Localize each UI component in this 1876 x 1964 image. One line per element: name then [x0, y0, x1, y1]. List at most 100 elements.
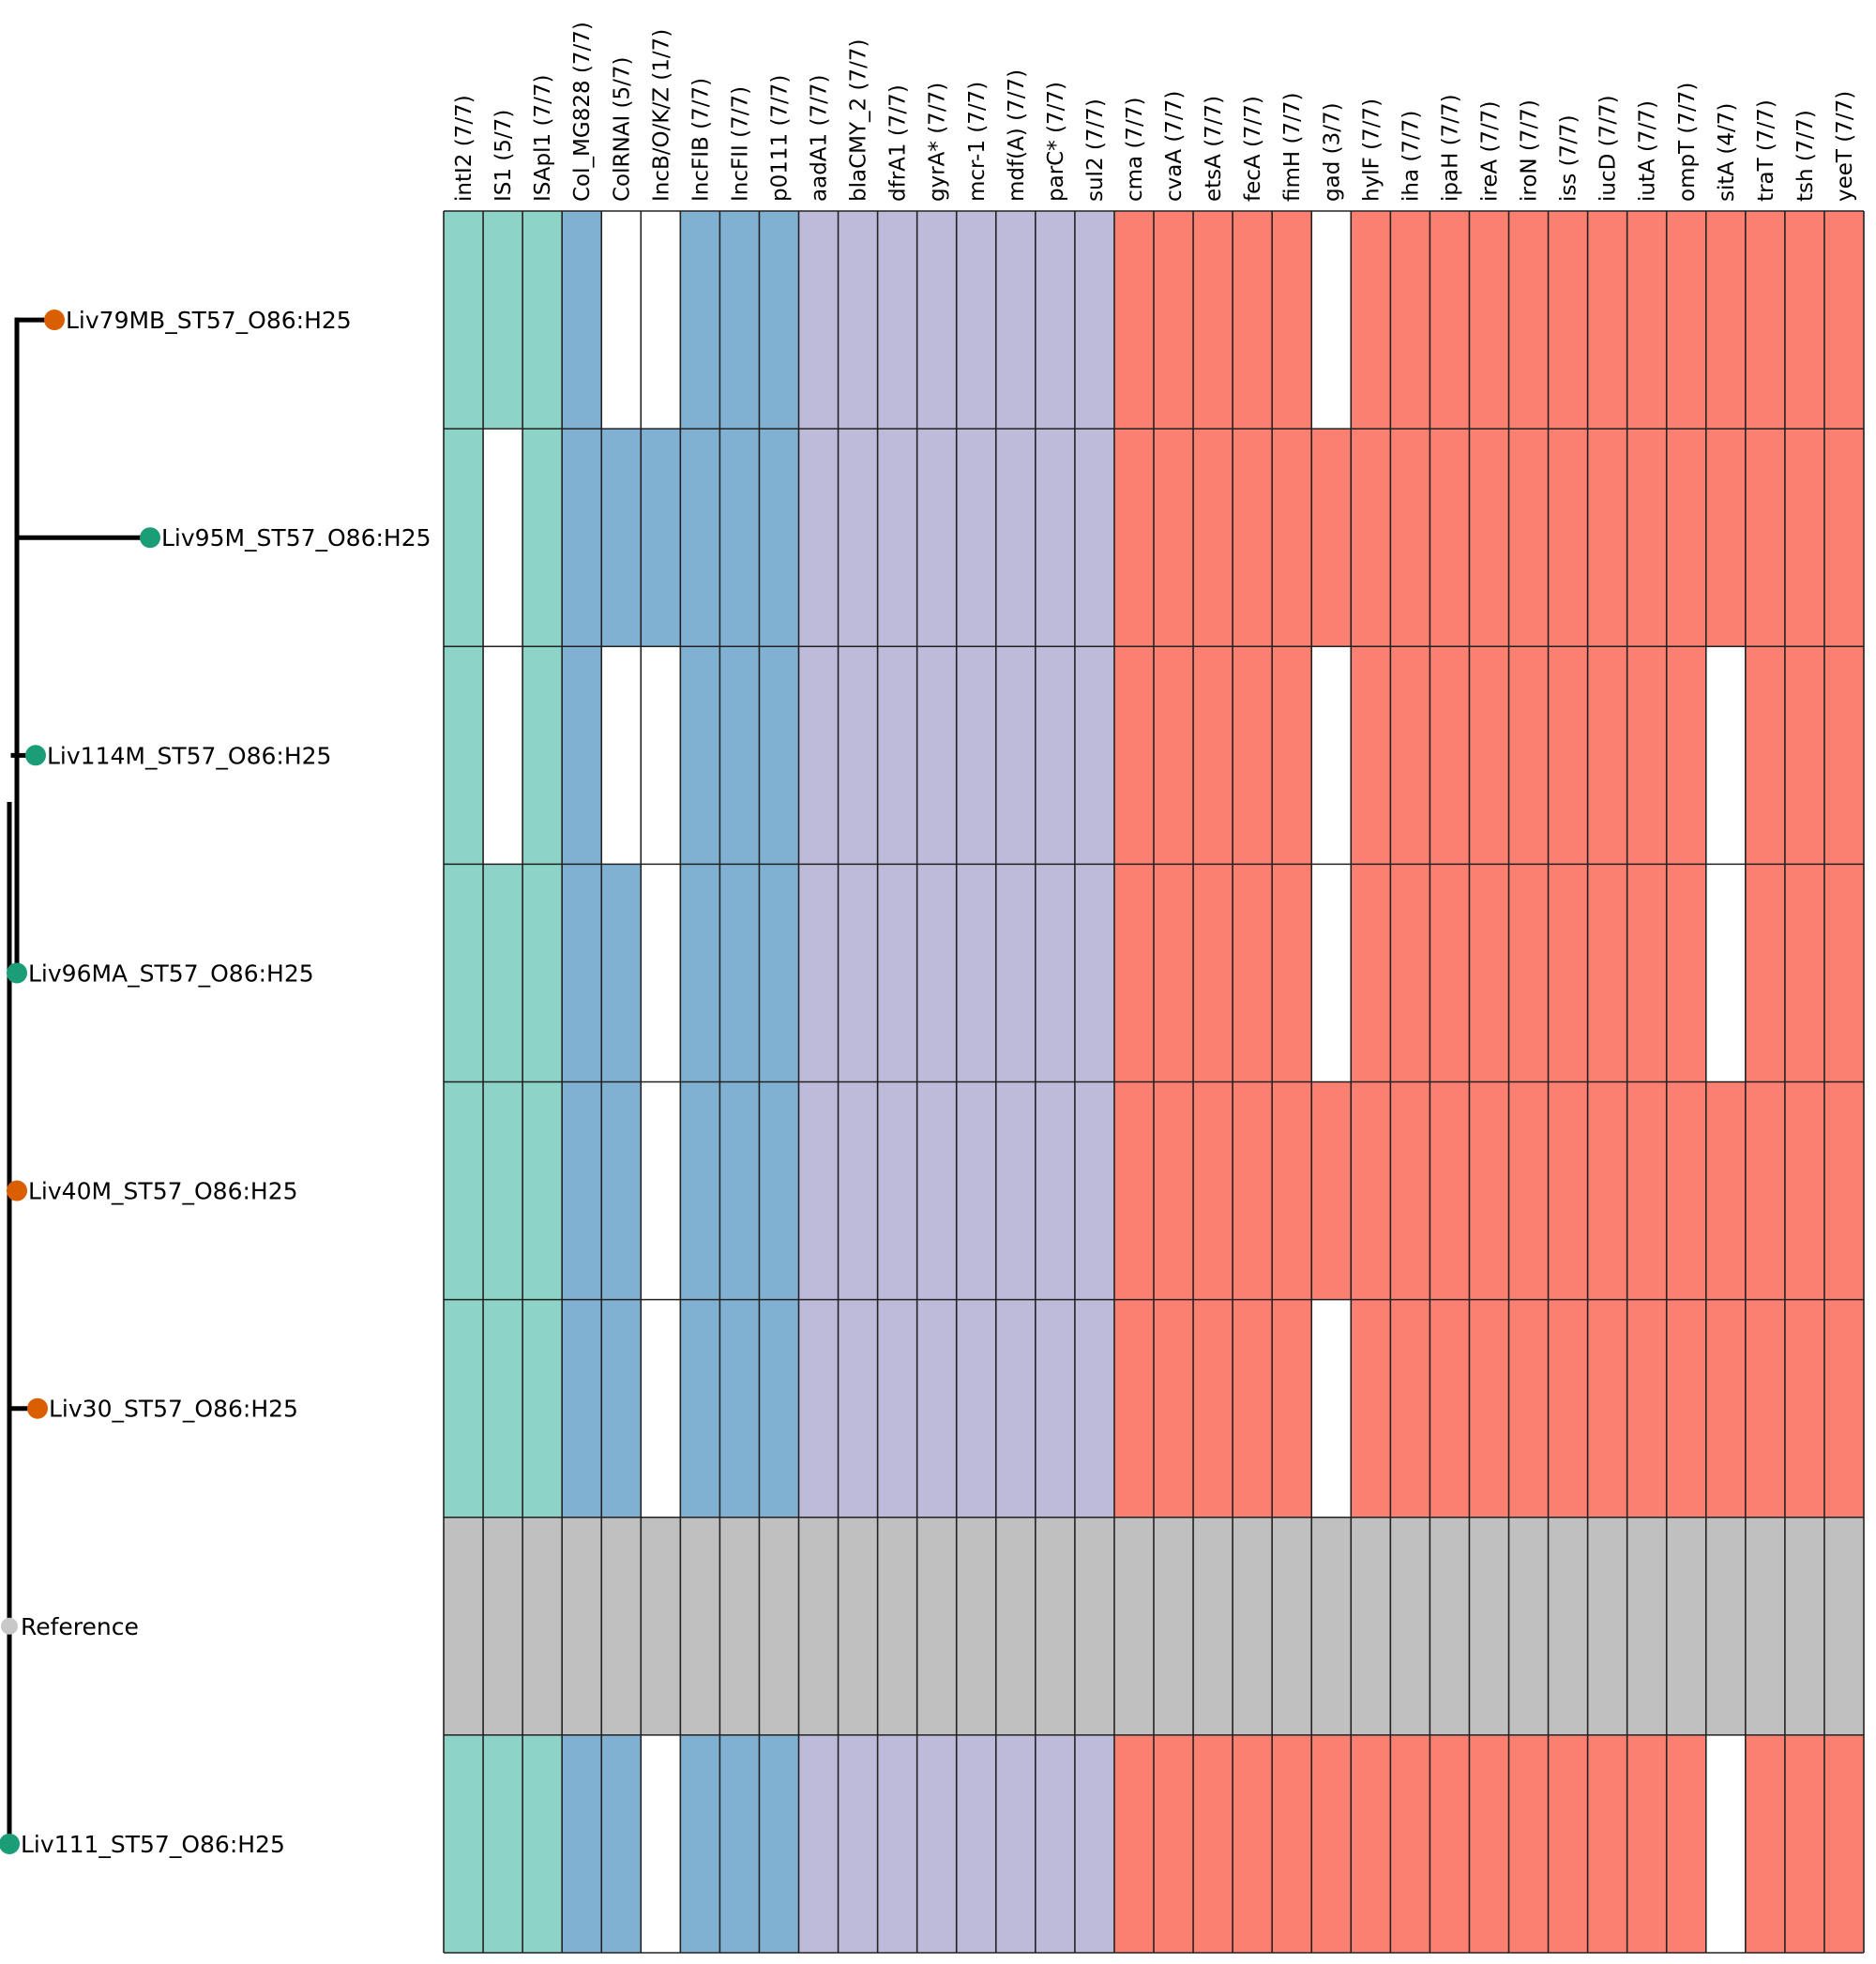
- cell-liv95m-st57-o86-h25-aada1-7-7: [798, 429, 839, 647]
- cell-liv111-st57-o86-h25-parc-7-7: [1035, 1734, 1075, 1954]
- cell-liv95m-st57-o86-h25-blacmy-2-7-7: [838, 429, 878, 647]
- cell-liv40m-st57-o86-h25-irea-7-7: [1469, 1081, 1509, 1300]
- cell-liv40m-st57-o86-h25-colrnai-5-7: [601, 1081, 642, 1300]
- cell-liv114m-st57-o86-h25-is1-5-7: [483, 646, 523, 865]
- cell-reference-fimh-7-7: [1272, 1517, 1312, 1735]
- cell-liv96ma-st57-o86-h25-cvaa-7-7: [1154, 864, 1194, 1082]
- cell-liv30-st57-o86-h25-gad-3-7: [1311, 1299, 1352, 1518]
- cell-liv96ma-st57-o86-h25-ipah-7-7: [1430, 864, 1470, 1082]
- cell-liv114m-st57-o86-h25-gad-3-7: [1311, 646, 1352, 865]
- cell-liv40m-st57-o86-h25-mdf-a-7-7: [995, 1081, 1036, 1300]
- cell-reference-feca-7-7: [1233, 1517, 1273, 1735]
- cell-liv79mb-st57-o86-h25-etsa-7-7: [1193, 211, 1233, 430]
- cell-liv96ma-st57-o86-h25-incfib-7-7: [680, 864, 720, 1082]
- cell-liv30-st57-o86-h25-yeet-7-7: [1823, 1299, 1864, 1518]
- cell-reference-isapl1-7-7: [522, 1517, 563, 1735]
- cell-liv96ma-st57-o86-h25-sul2-7-7: [1074, 864, 1114, 1082]
- cell-liv95m-st57-o86-h25-incfii-7-7: [719, 429, 760, 647]
- cell-liv95m-st57-o86-h25-sita-4-7: [1705, 429, 1746, 647]
- cell-liv30-st57-o86-h25-incb-o-k-z-1-7: [641, 1299, 681, 1518]
- cell-liv30-st57-o86-h25-is1-5-7: [483, 1299, 523, 1518]
- cell-liv111-st57-o86-h25-colrnai-5-7: [601, 1734, 642, 1954]
- column-label-parc-7-7: parC* (7/7): [1044, 82, 1068, 202]
- column-label-is1-5-7: IS1 (5/7): [492, 110, 516, 202]
- column-label-blacmy-2-7-7: blaCMY_2 (7/7): [847, 39, 871, 202]
- cell-liv30-st57-o86-h25-cma-7-7: [1113, 1299, 1154, 1518]
- cell-liv30-st57-o86-h25-irea-7-7: [1469, 1299, 1509, 1518]
- cell-reference-ipah-7-7: [1430, 1517, 1470, 1735]
- cell-liv114m-st57-o86-h25-mcr-1-7-7: [956, 646, 996, 865]
- cell-liv114m-st57-o86-h25-parc-7-7: [1035, 646, 1075, 865]
- cell-liv96ma-st57-o86-h25-iron-7-7: [1508, 864, 1549, 1082]
- cell-liv40m-st57-o86-h25-iss-7-7: [1548, 1081, 1588, 1300]
- cell-liv96ma-st57-o86-h25-blacmy-2-7-7: [838, 864, 878, 1082]
- cell-liv30-st57-o86-h25-feca-7-7: [1233, 1299, 1273, 1518]
- cell-liv40m-st57-o86-h25-gyra-7-7: [916, 1081, 957, 1300]
- cell-liv30-st57-o86-h25-trat-7-7: [1745, 1299, 1785, 1518]
- cell-liv96ma-st57-o86-h25-incb-o-k-z-1-7: [641, 864, 681, 1082]
- column-label-p0111-7-7: p0111 (7/7): [767, 75, 792, 202]
- cell-liv40m-st57-o86-h25-parc-7-7: [1035, 1081, 1075, 1300]
- cell-liv111-st57-o86-h25-ompt-7-7: [1666, 1734, 1706, 1954]
- cell-liv79mb-st57-o86-h25-incfib-7-7: [680, 211, 720, 430]
- cell-liv79mb-st57-o86-h25-iuta-7-7: [1626, 211, 1667, 430]
- cell-reference-is1-5-7: [483, 1517, 523, 1735]
- cell-liv40m-st57-o86-h25-trat-7-7: [1745, 1081, 1785, 1300]
- cell-liv95m-st57-o86-h25-dfra1-7-7: [877, 429, 917, 647]
- cell-liv40m-st57-o86-h25-sita-4-7: [1705, 1081, 1746, 1300]
- cell-liv40m-st57-o86-h25-incb-o-k-z-1-7: [641, 1081, 681, 1300]
- cell-liv111-st57-o86-h25-feca-7-7: [1233, 1734, 1273, 1954]
- cell-liv79mb-st57-o86-h25-gyra-7-7: [916, 211, 957, 430]
- row-label-liv79mb-st57-o86-h25: Liv79MB_ST57_O86:H25: [66, 307, 352, 334]
- cell-reference-iron-7-7: [1508, 1517, 1549, 1735]
- cell-liv111-st57-o86-h25-etsa-7-7: [1193, 1734, 1233, 1954]
- column-label-irea-7-7: ireA (7/7): [1477, 101, 1502, 203]
- column-label-ipah-7-7: ipaH (7/7): [1438, 94, 1462, 202]
- column-label-iss-7-7: iss (7/7): [1557, 114, 1581, 202]
- cell-liv114m-st57-o86-h25-incb-o-k-z-1-7: [641, 646, 681, 865]
- cell-reference-sul2-7-7: [1074, 1517, 1114, 1735]
- cell-reference-p0111-7-7: [759, 1517, 799, 1735]
- cell-liv30-st57-o86-h25-fimh-7-7: [1272, 1299, 1312, 1518]
- cell-liv111-st57-o86-h25-sul2-7-7: [1074, 1734, 1114, 1954]
- cell-liv111-st57-o86-h25-mcr-1-7-7: [956, 1734, 996, 1954]
- cell-liv40m-st57-o86-h25-col-mg828-7-7: [562, 1081, 602, 1300]
- cell-liv40m-st57-o86-h25-ipah-7-7: [1430, 1081, 1470, 1300]
- cell-reference-trat-7-7: [1745, 1517, 1785, 1735]
- cell-reference-mcr-1-7-7: [956, 1517, 996, 1735]
- cell-liv30-st57-o86-h25-iron-7-7: [1508, 1299, 1549, 1518]
- cell-liv95m-st57-o86-h25-inti2-7-7: [444, 429, 484, 647]
- cell-liv79mb-st57-o86-h25-is1-5-7: [483, 211, 523, 430]
- column-label-incfii-7-7: IncFII (7/7): [728, 86, 752, 202]
- cell-liv95m-st57-o86-h25-irea-7-7: [1469, 429, 1509, 647]
- cell-liv79mb-st57-o86-h25-ompt-7-7: [1666, 211, 1706, 430]
- cell-liv114m-st57-o86-h25-hylf-7-7: [1351, 646, 1391, 865]
- cell-liv114m-st57-o86-h25-tsh-7-7: [1784, 646, 1824, 865]
- row-label-liv114m-st57-o86-h25: Liv114M_ST57_O86:H25: [47, 742, 331, 769]
- cell-liv114m-st57-o86-h25-ompt-7-7: [1666, 646, 1706, 865]
- tree-tips: Liv79MB_ST57_O86:H25 Liv95M_ST57_O86:H25 L…: [0, 307, 431, 1858]
- cell-liv30-st57-o86-h25-sita-4-7: [1705, 1299, 1746, 1518]
- cell-liv40m-st57-o86-h25-tsh-7-7: [1784, 1081, 1824, 1300]
- column-label-feca-7-7: fecA (7/7): [1241, 96, 1265, 202]
- cell-liv30-st57-o86-h25-incfib-7-7: [680, 1299, 720, 1518]
- cell-liv95m-st57-o86-h25-cvaa-7-7: [1154, 429, 1194, 647]
- cell-liv79mb-st57-o86-h25-mdf-a-7-7: [995, 211, 1036, 430]
- cell-liv95m-st57-o86-h25-hylf-7-7: [1351, 429, 1391, 647]
- cell-liv79mb-st57-o86-h25-col-mg828-7-7: [562, 211, 602, 430]
- cell-liv40m-st57-o86-h25-cma-7-7: [1113, 1081, 1154, 1300]
- cell-reference-iss-7-7: [1548, 1517, 1588, 1735]
- tip-marker-liv40m-st57-o86-h25: [7, 1180, 27, 1201]
- cell-liv79mb-st57-o86-h25-incb-o-k-z-1-7: [641, 211, 681, 430]
- cell-liv30-st57-o86-h25-ipah-7-7: [1430, 1299, 1470, 1518]
- cell-liv79mb-st57-o86-h25-iss-7-7: [1548, 211, 1588, 430]
- cell-liv96ma-st57-o86-h25-iuta-7-7: [1626, 864, 1667, 1082]
- cell-liv114m-st57-o86-h25-cma-7-7: [1113, 646, 1154, 865]
- column-label-dfra1-7-7: dfrA1 (7/7): [886, 84, 911, 202]
- cell-liv95m-st57-o86-h25-gyra-7-7: [916, 429, 957, 647]
- cell-liv111-st57-o86-h25-dfra1-7-7: [877, 1734, 917, 1954]
- cell-liv79mb-st57-o86-h25-p0111-7-7: [759, 211, 799, 430]
- cell-reference-iha-7-7: [1390, 1517, 1430, 1735]
- cell-liv79mb-st57-o86-h25-fimh-7-7: [1272, 211, 1312, 430]
